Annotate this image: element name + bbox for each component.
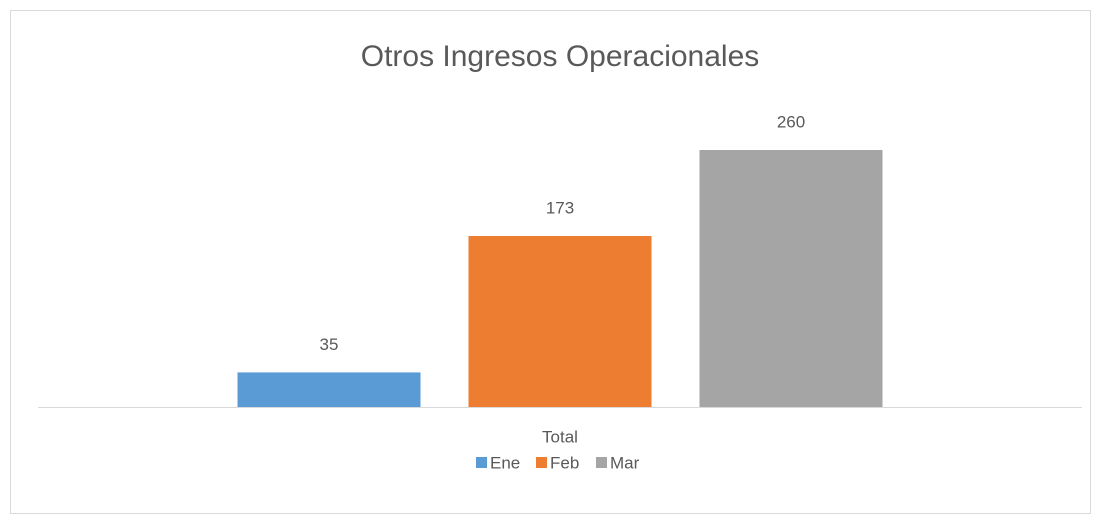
- bar: [468, 235, 652, 407]
- legend-swatch: [476, 457, 487, 468]
- data-label: 260: [777, 112, 805, 131]
- legend-label: Ene: [490, 453, 520, 472]
- bar: [699, 150, 883, 407]
- legend-label: Feb: [550, 453, 579, 472]
- x-tick-label: Total: [542, 427, 578, 446]
- legend-swatch: [596, 457, 607, 468]
- data-label: 173: [546, 198, 574, 217]
- legend-label: Mar: [610, 453, 640, 472]
- chart-title: Otros Ingresos Operacionales: [361, 40, 760, 73]
- data-label: 35: [320, 335, 339, 354]
- bar: [237, 372, 421, 407]
- legend-swatch: [536, 457, 547, 468]
